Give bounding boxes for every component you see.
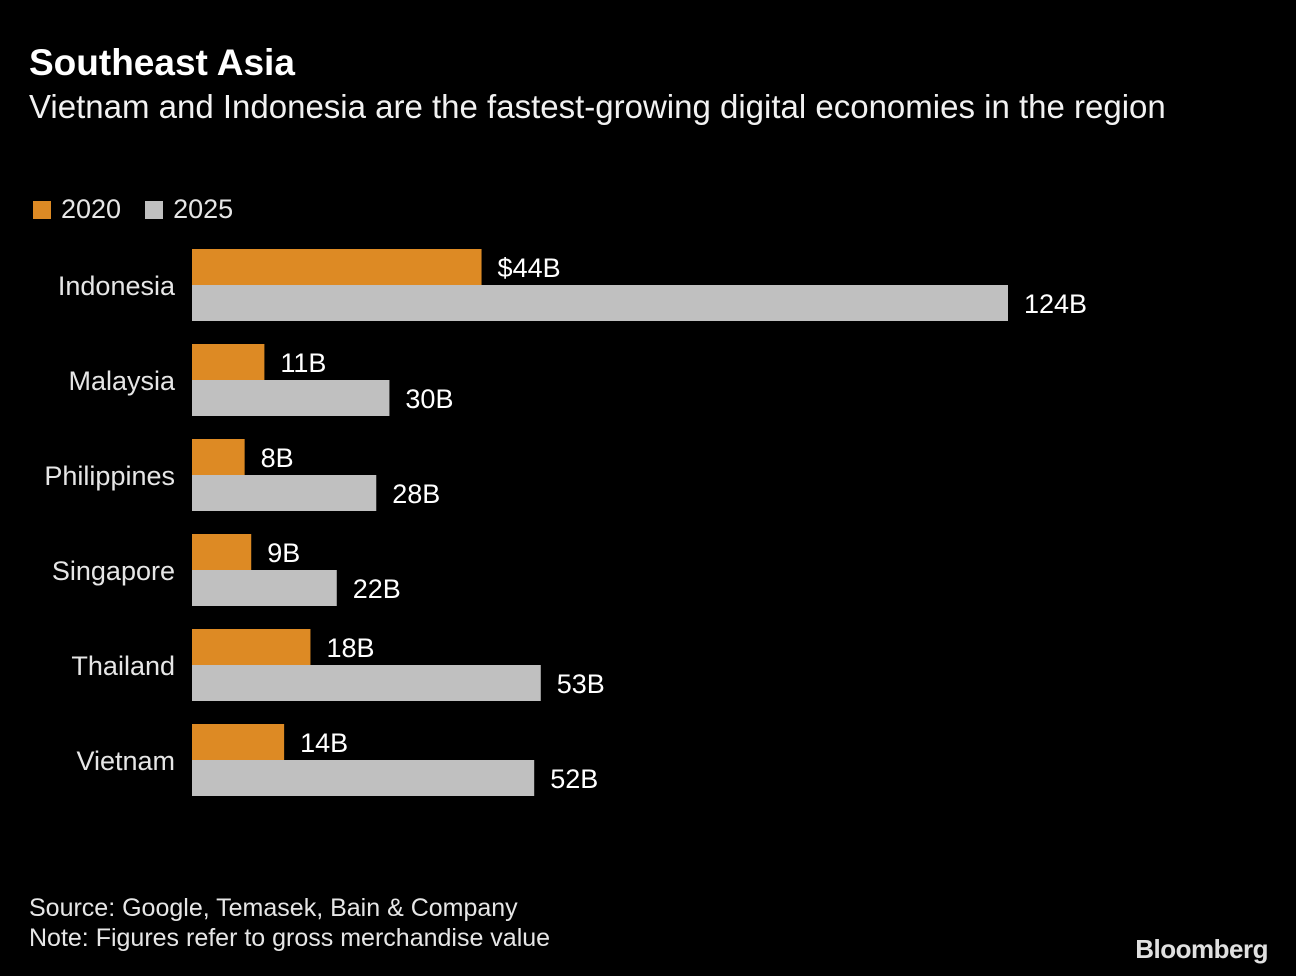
data-label: 11B [280,348,326,378]
footnotes: Source: Google, Temasek, Bain & Company … [29,893,550,953]
legend-label-2020: 2020 [61,194,122,224]
note: Note: Figures refer to gross merchandise… [29,924,551,952]
bar-2025-malaysia [192,380,390,416]
bar-2020-vietnam [192,724,285,760]
bar-2025-singapore [192,570,337,606]
data-label: 9B [267,538,300,568]
bar-2020-malaysia [192,344,265,380]
bar-2020-philippines [192,439,245,475]
bar-2025-philippines [192,475,377,511]
category-label: Indonesia [58,271,176,301]
category-label: Thailand [71,651,175,681]
bar-2020-singapore [192,534,252,570]
category-label: Malaysia [68,366,176,396]
data-label: 18B [326,633,374,663]
data-label: 52B [550,764,598,794]
bar-2025-vietnam [192,760,535,796]
bar-2025-thailand [192,665,541,701]
bar-2025-indonesia [192,285,1008,321]
data-label: 30B [405,384,453,414]
data-label: 53B [557,669,605,699]
source-note: Source: Google, Temasek, Bain & Company [29,894,518,922]
data-label: 8B [261,443,294,473]
category-label: Vietnam [76,746,175,776]
data-label: 28B [392,479,440,509]
bloomberg-logo: Bloomberg [1135,934,1268,964]
data-label: 22B [353,574,401,604]
legend: 2020 2025 [33,194,257,225]
legend-label-2025: 2025 [173,194,234,224]
chart-title: Southeast Asia [29,42,295,83]
category-label: Singapore [52,556,175,586]
chart-subtitle: Vietnam and Indonesia are the fastest-gr… [29,88,1166,125]
data-label: $44B [498,253,561,283]
bar-2020-thailand [192,629,311,665]
legend-swatch-2025 [145,200,164,219]
data-label: 14B [300,728,348,758]
data-label: 124B [1024,289,1087,319]
bar-chart: Indonesia $44B 124B Malaysia 11B 30B Philippin… [44,249,1087,796]
category-label: Philippines [44,461,175,491]
legend-item-2025: 2025 [145,194,233,225]
legend-swatch-2020 [33,200,51,219]
bar-2020-indonesia [192,249,482,285]
legend-item-2020: 2020 [33,194,121,225]
